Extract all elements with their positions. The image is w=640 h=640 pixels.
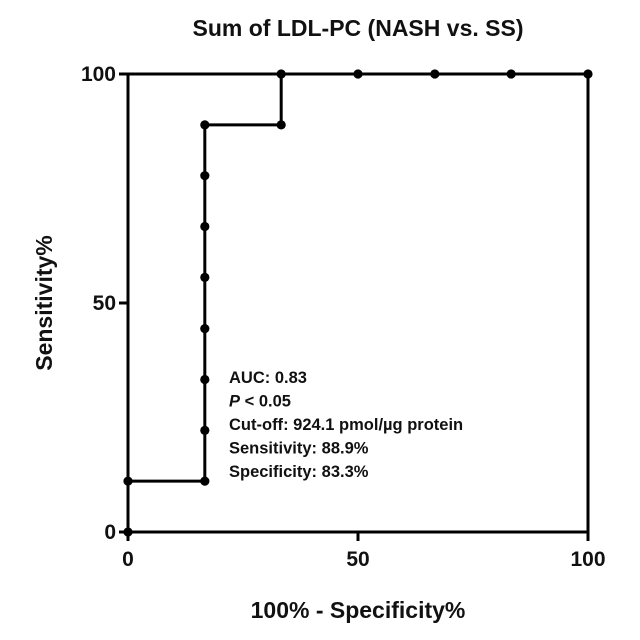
annotation-separator: < bbox=[240, 393, 259, 411]
data-point bbox=[277, 69, 286, 78]
y-tick-label: 0 bbox=[104, 521, 116, 544]
data-point bbox=[200, 273, 209, 282]
data-point bbox=[200, 477, 209, 486]
annotation-separator: : bbox=[312, 440, 322, 458]
data-point bbox=[200, 426, 209, 435]
annotation-line: P < 0.05 bbox=[229, 393, 291, 411]
annotation-line: AUC: 0.83 bbox=[229, 369, 307, 387]
x-tick-label: 0 bbox=[122, 548, 134, 571]
chart-title: Sum of LDL-PC (NASH vs. SS) bbox=[193, 15, 524, 41]
stats-annotation: AUC: 0.83 P < 0.05 Cut-off: 924.1 pmol/µg … bbox=[229, 369, 463, 481]
annotation-line: Cut-off: 924.1 pmol/µg protein bbox=[229, 416, 463, 434]
annotation-label: AUC bbox=[229, 369, 265, 387]
y-tick-label: 100 bbox=[81, 63, 116, 86]
annotation-label: Specificity bbox=[229, 463, 312, 481]
annotation-line: Sensitivity: 88.9% bbox=[229, 440, 369, 458]
data-point bbox=[277, 120, 286, 129]
x-tick-label: 50 bbox=[346, 548, 369, 571]
data-point bbox=[200, 324, 209, 333]
data-point bbox=[123, 527, 132, 536]
data-point bbox=[123, 477, 132, 486]
annotation-value: 88.9% bbox=[322, 440, 369, 458]
x-axis: 0 50 100 bbox=[122, 532, 605, 571]
annotation-line: Specificity: 83.3% bbox=[229, 463, 369, 481]
annotation-separator: : bbox=[312, 463, 322, 481]
data-point bbox=[353, 69, 362, 78]
annotation-separator: : bbox=[265, 369, 275, 387]
data-point bbox=[507, 69, 516, 78]
data-point bbox=[430, 69, 439, 78]
y-tick-label: 50 bbox=[93, 292, 116, 315]
data-point bbox=[200, 120, 209, 129]
data-point bbox=[200, 375, 209, 384]
y-axis: 0 50 100 bbox=[81, 63, 128, 544]
data-point bbox=[583, 69, 592, 78]
annotation-value: 924.1 pmol/µg protein bbox=[293, 416, 463, 434]
annotation-label: Cut-off bbox=[229, 416, 284, 434]
data-point bbox=[200, 171, 209, 180]
annotation-value: 83.3% bbox=[322, 463, 369, 481]
data-point bbox=[200, 222, 209, 231]
annotation-value: 0.83 bbox=[275, 369, 307, 387]
x-axis-label: 100% - Specificity% bbox=[251, 597, 466, 623]
annotation-label: Sensitivity bbox=[229, 440, 312, 458]
x-tick-label: 100 bbox=[570, 548, 605, 571]
annotation-value: 0.05 bbox=[259, 393, 291, 411]
annotation-separator: : bbox=[283, 416, 293, 434]
y-axis-label: Sensitivity% bbox=[31, 235, 57, 371]
